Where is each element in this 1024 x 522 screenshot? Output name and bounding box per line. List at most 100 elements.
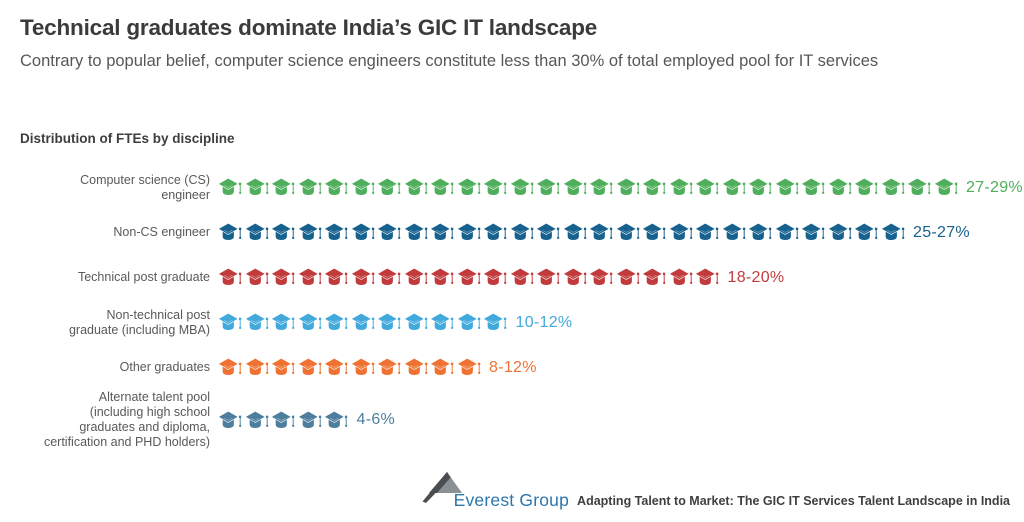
graduation-cap-icon [483, 223, 507, 241]
graduation-cap-icon [271, 358, 295, 376]
chart-row: Alternate talent pool (including high sch… [20, 390, 1004, 450]
graduation-cap-icon [297, 410, 321, 428]
graduation-cap-icon [324, 410, 348, 428]
graduation-cap-icon [695, 223, 719, 241]
graduation-cap-icon [403, 313, 427, 331]
graduation-cap-icon [297, 223, 321, 241]
report-page: Technical graduates dominate India’s GIC… [20, 15, 1023, 450]
chart-title: Distribution of FTEs by discipline [20, 131, 235, 146]
category-label: Alternate talent pool (including high sch… [43, 390, 210, 449]
pictogram-bar [218, 178, 960, 197]
graduation-cap-icon [403, 223, 427, 241]
graduation-cap-icon [377, 313, 401, 331]
graduation-cap-icon [562, 178, 586, 196]
graduation-cap-icon [350, 358, 374, 376]
graduation-cap-icon [615, 178, 639, 196]
graduation-cap-icon [297, 313, 321, 331]
chart-row: Computer science (CS) engineer 27-29% [20, 165, 1023, 210]
graduation-cap-icon [297, 178, 321, 196]
chart-row: Technical post graduate 18-20% [20, 255, 1004, 300]
graduation-cap-icon [589, 178, 613, 196]
graduation-cap-icon [562, 223, 586, 241]
category-label: Technical post graduate [77, 270, 210, 284]
page-title: Technical graduates dominate India’s GIC… [20, 15, 598, 40]
graduation-cap-icon [748, 178, 772, 196]
graduation-cap-icon [218, 358, 242, 376]
value-label: 27-29% [966, 178, 1023, 196]
pictogram-bar [218, 358, 483, 377]
graduation-cap-icon [430, 313, 454, 331]
graduation-cap-icon [271, 313, 295, 331]
graduation-cap-icon [509, 268, 533, 286]
value-label: 25-27% [913, 223, 970, 241]
graduation-cap-icon [589, 223, 613, 241]
graduation-cap-icon [430, 268, 454, 286]
graduation-cap-icon [801, 223, 825, 241]
graduation-cap-icon [430, 358, 454, 376]
graduation-cap-icon [907, 178, 931, 196]
graduation-cap-icon [801, 178, 825, 196]
graduation-cap-icon [403, 178, 427, 196]
graduation-cap-icon [324, 358, 348, 376]
graduation-cap-icon [244, 223, 268, 241]
graduation-cap-icon [271, 268, 295, 286]
graduation-cap-icon [854, 178, 878, 196]
footer: Everest Group Adapting Talent to Market:… [422, 470, 1010, 510]
category-label: Non-technical post graduate (including MB… [68, 307, 210, 337]
graduation-cap-icon [774, 223, 798, 241]
graduation-cap-icon [244, 313, 268, 331]
everest-group-logo-text: Everest Group [453, 490, 570, 510]
graduation-cap-icon [536, 178, 560, 196]
category-label: Other graduates [119, 360, 210, 374]
chart-rows: Computer science (CS) engineer 27-29% Non-C… [20, 165, 1023, 450]
graduation-cap-icon [244, 410, 268, 428]
page-subtitle: Contrary to popular belief, computer sci… [20, 52, 879, 70]
graduation-cap-icon [854, 223, 878, 241]
value-label: 10-12% [515, 313, 573, 331]
graduation-cap-icon [668, 268, 692, 286]
graduation-cap-icon [430, 223, 454, 241]
graduation-cap-icon [642, 268, 666, 286]
graduation-cap-icon [297, 358, 321, 376]
pictogram-bar [218, 313, 510, 332]
graduation-cap-icon [324, 223, 348, 241]
graduation-cap-icon [324, 268, 348, 286]
graduation-cap-icon [377, 178, 401, 196]
graduation-cap-icon [403, 358, 427, 376]
graduation-cap-icon [271, 410, 295, 428]
graduation-cap-icon [244, 358, 268, 376]
graduation-cap-icon [668, 178, 692, 196]
chart-row: Non-technical post graduate (including MB… [20, 300, 1004, 345]
graduation-cap-icon [509, 223, 533, 241]
graduation-cap-icon [589, 268, 613, 286]
graduation-cap-icon [377, 358, 401, 376]
graduation-cap-icon [218, 268, 242, 286]
graduation-cap-icon [377, 268, 401, 286]
graduation-cap-icon [695, 268, 719, 286]
graduation-cap-icon [350, 178, 374, 196]
graduation-cap-icon [324, 313, 348, 331]
graduation-cap-icon [668, 223, 692, 241]
graduation-cap-icon [615, 268, 639, 286]
graduation-cap-icon [271, 178, 295, 196]
graduation-cap-icon [218, 223, 242, 241]
graduation-cap-icon [509, 178, 533, 196]
graduation-cap-icon [827, 178, 851, 196]
graduation-cap-icon [880, 178, 904, 196]
category-label: Computer science (CS) engineer [80, 172, 210, 202]
graduation-cap-icon [456, 178, 480, 196]
value-label: 8-12% [489, 358, 537, 376]
everest-group-logo-icon [422, 470, 468, 510]
graduation-cap-icon [536, 268, 560, 286]
pictogram-bar [218, 223, 907, 242]
graduation-cap-icon [218, 410, 242, 428]
chart-row: Non-CS engineer 25-27% [20, 210, 1004, 255]
graduation-cap-icon [721, 178, 745, 196]
graduation-cap-icon [350, 313, 374, 331]
graduation-cap-icon [456, 313, 480, 331]
graduation-cap-icon [218, 178, 242, 196]
graduation-cap-icon [880, 223, 904, 241]
chart-row: Other graduates 8-12% [20, 345, 1004, 390]
pictogram-bar [218, 268, 722, 287]
graduation-cap-icon [933, 178, 957, 196]
